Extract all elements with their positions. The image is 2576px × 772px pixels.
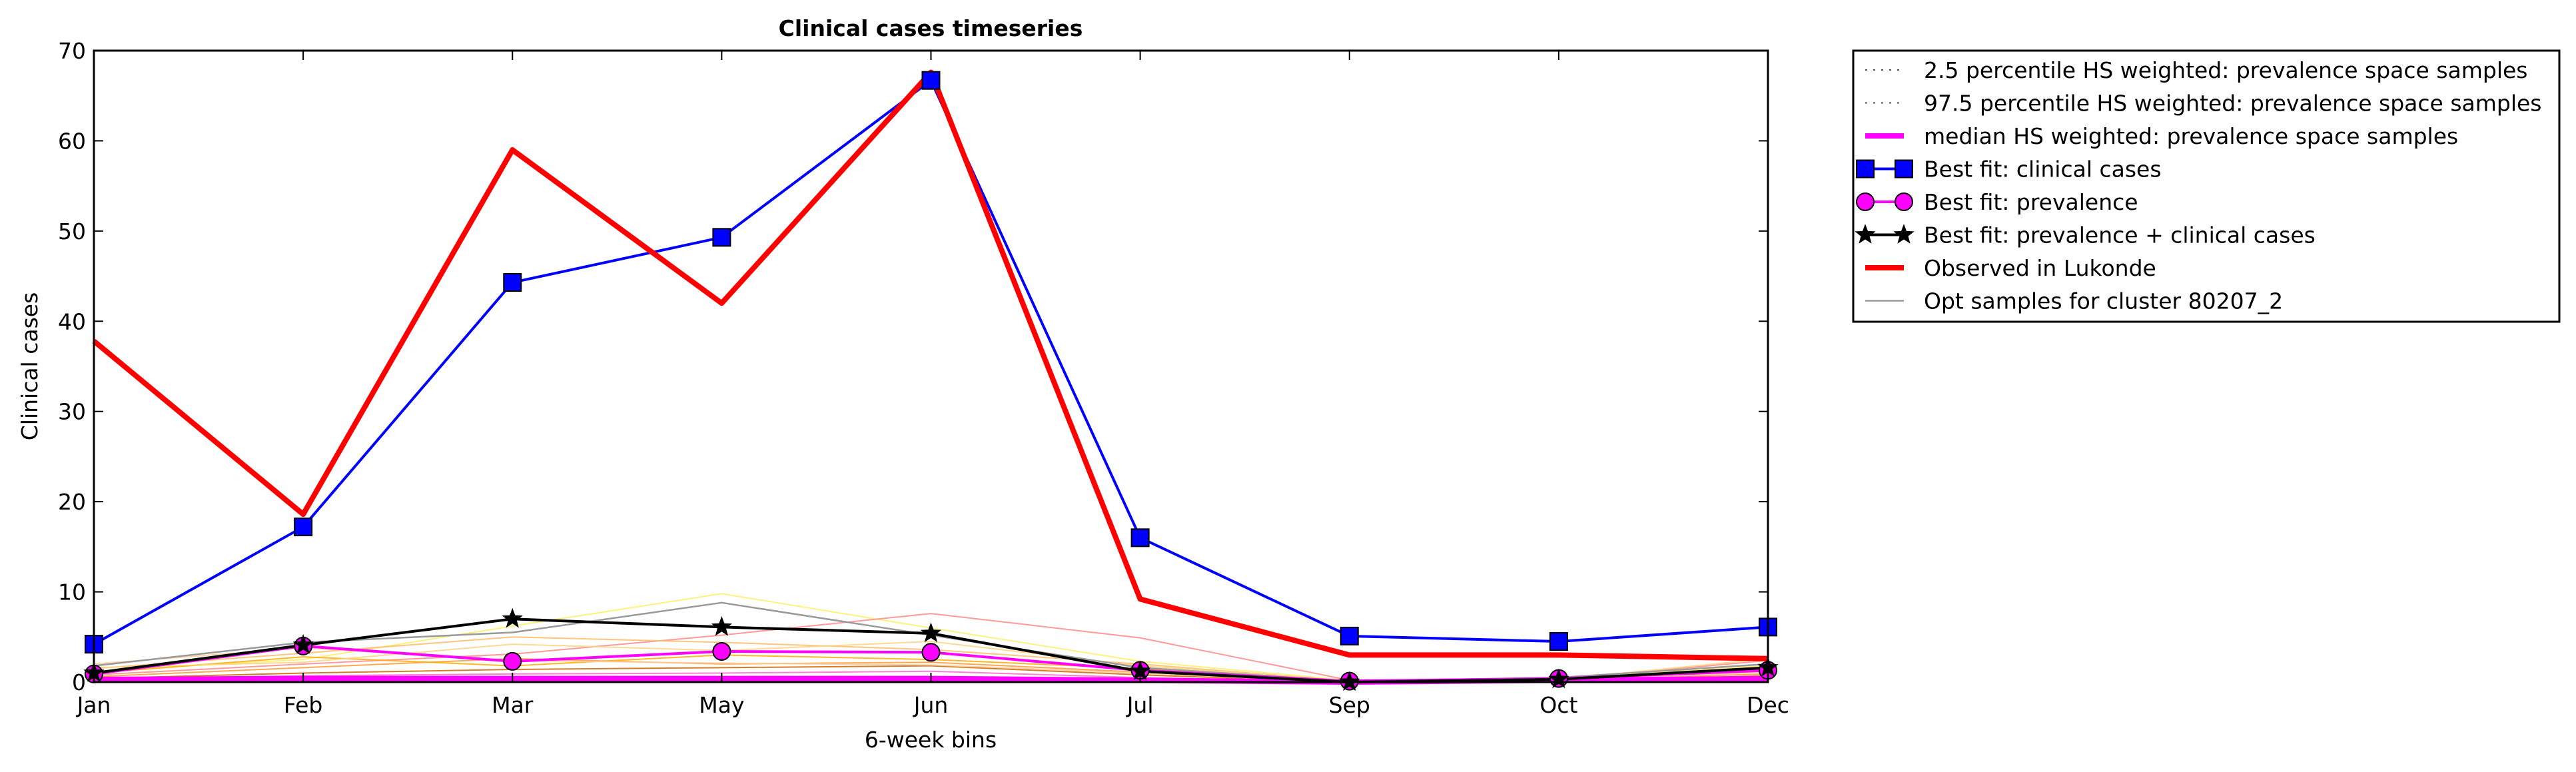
x-tick-label: Dec: [1747, 692, 1789, 718]
x-tick-label: Oct: [1539, 692, 1577, 718]
series-line: [93, 79, 1769, 645]
legend-item: Best fit: prevalence: [1856, 189, 2138, 215]
legend-label: Best fit: prevalence: [1924, 189, 2138, 215]
data-point: [921, 71, 941, 90]
data-point: [711, 615, 732, 636]
x-tick-label: Feb: [284, 692, 322, 718]
data-point: [503, 651, 522, 671]
x-axis: Jan Feb Mar May Jun Jul Sep Oct Dec: [76, 51, 1789, 718]
data-point: [920, 622, 942, 643]
data-point: [292, 634, 314, 654]
data-point: [503, 273, 522, 292]
legend-item: 97.5 percentile HS weighted: prevalence …: [1865, 91, 2542, 117]
plot-lines: [92, 69, 1769, 685]
legend-label: 2.5 percentile HS weighted: prevalence s…: [1924, 57, 2528, 83]
y-tick-label: 30: [58, 399, 86, 425]
legend-item: Best fit: prevalence + clinical cases: [1855, 222, 2316, 248]
legend: 2.5 percentile HS weighted: prevalence s…: [1852, 49, 2561, 323]
x-tick-label: Jul: [1126, 692, 1154, 718]
data-point: [1340, 626, 1359, 645]
data-point: [921, 643, 941, 662]
legend-label: 97.5 percentile HS weighted: prevalence …: [1924, 91, 2542, 117]
legend-label: Best fit: prevalence + clinical cases: [1924, 222, 2316, 248]
x-tick-label: Jun: [913, 692, 949, 718]
y-tick-label: 40: [58, 308, 86, 334]
y-tick-label: 50: [58, 218, 86, 244]
x-tick-label: May: [699, 692, 744, 718]
x-axis-label: 6-week bins: [865, 727, 997, 753]
legend-marker: [1856, 193, 1875, 211]
chart-title: Clinical cases timeseries: [779, 15, 1083, 41]
y-tick-label: 0: [72, 669, 86, 695]
legend-item: 2.5 percentile HS weighted: prevalence s…: [1865, 57, 2528, 83]
legend-item: median HS weighted: prevalence space sam…: [1865, 123, 2458, 149]
x-tick-label: Jan: [76, 692, 111, 718]
legend-box: [1852, 49, 2561, 323]
legend-label: Opt samples for cluster 80207_2: [1924, 288, 2283, 314]
y-axis-label: Clinical cases: [17, 292, 43, 441]
y-tick-label: 20: [58, 489, 86, 515]
legend-label: Best fit: clinical cases: [1924, 157, 2162, 183]
data-point: [712, 228, 731, 247]
legend-marker: [1893, 224, 1915, 244]
y-tick-label: 70: [58, 38, 86, 64]
x-tick-label: Sep: [1329, 692, 1370, 718]
plot-area: [93, 49, 1769, 683]
legend-marker: [1895, 193, 1913, 211]
data-point: [1549, 632, 1568, 651]
data-point: [712, 641, 731, 661]
data-point: [294, 518, 313, 537]
x-tick-label: Mar: [492, 692, 534, 718]
legend-item: Best fit: clinical cases: [1856, 157, 2162, 183]
series-line: [92, 69, 1769, 661]
data-point: [502, 607, 523, 628]
y-axis: 0 10 20 30 40 50 60 70: [58, 38, 1768, 695]
legend-marker: [1895, 159, 1913, 179]
data-point: [1130, 528, 1150, 548]
y-tick-label: 60: [58, 128, 86, 154]
legend-item: Opt samples for cluster 80207_2: [1865, 288, 2283, 314]
legend-marker: [1855, 224, 1876, 244]
legend-label: median HS weighted: prevalence space sam…: [1924, 123, 2458, 149]
legend-label: Observed in Lukonde: [1924, 255, 2156, 281]
legend-item: Observed in Lukonde: [1865, 255, 2156, 281]
y-tick-label: 10: [58, 579, 86, 605]
plot-markers: [83, 71, 1779, 691]
legend-marker: [1856, 159, 1875, 179]
